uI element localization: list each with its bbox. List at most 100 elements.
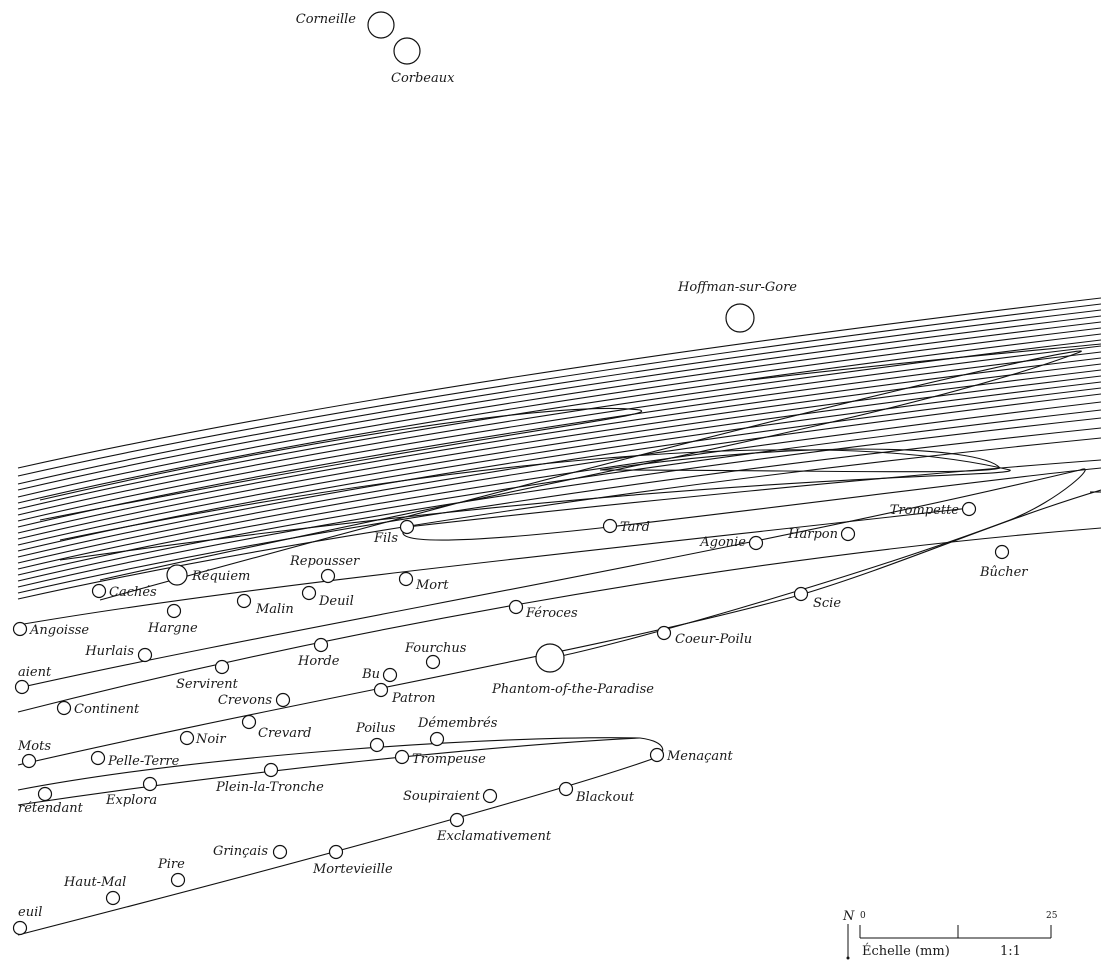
stop-label: Explora: [105, 793, 157, 808]
north-arrow-dot-icon: [846, 956, 850, 960]
stop-label: Harpon: [787, 527, 838, 542]
stop-label: Trompeuse: [412, 752, 486, 767]
route-line-angoisse-trompette: [17, 507, 971, 626]
stop-pire[interactable]: Pire: [157, 857, 185, 888]
stop-label: Mots: [17, 739, 51, 754]
stop-label: Malin: [255, 602, 294, 617]
stop-label: Hargne: [147, 621, 198, 636]
stop-mots[interactable]: Mots: [17, 739, 51, 769]
stop-label: Noir: [195, 732, 226, 747]
stop-label: Pelle-Terre: [107, 754, 180, 769]
stop-bu[interactable]: Bu: [361, 667, 398, 683]
stop-trompeuse[interactable]: Trompeuse: [394, 749, 487, 768]
stop-menacant[interactable]: Menaçant: [649, 747, 734, 765]
stop-blackout[interactable]: Blackout: [558, 781, 635, 806]
stop-label: Crevons: [218, 693, 272, 708]
stop-label: Pire: [157, 857, 185, 872]
stop-angoisse[interactable]: Angoisse: [12, 621, 90, 639]
stop-deuil[interactable]: Deuil: [301, 585, 354, 610]
stop-label: Servirent: [176, 677, 239, 692]
stop-noir[interactable]: Noir: [179, 730, 227, 748]
stop-label: Hoffman-sur-Gore: [677, 280, 797, 295]
scale-unit-label: Échelle (mm): [862, 943, 950, 959]
stop-crevons[interactable]: Crevons: [218, 692, 291, 708]
stop-label: Bu: [361, 667, 380, 682]
stop-tard[interactable]: Tard: [602, 518, 650, 536]
stop-label: Continent: [74, 702, 140, 717]
stop-malin[interactable]: Malin: [236, 593, 294, 618]
stop-label: Crevard: [258, 726, 312, 741]
stop-label: Fils: [373, 531, 398, 546]
stop-label: Fourchus: [404, 641, 467, 656]
stop-hurlais[interactable]: Hurlais: [84, 644, 153, 663]
stop-label: Soupiraient: [403, 789, 481, 804]
stop-label: Hurlais: [84, 644, 134, 659]
stop-requiem[interactable]: Réquiem: [166, 564, 250, 586]
stop-explora[interactable]: Explora: [105, 776, 158, 809]
stop-pelle-terre[interactable]: Pelle-Terre: [90, 750, 180, 770]
stop-corbeaux[interactable]: Corbeaux: [391, 37, 455, 86]
route-loop-fils-tard: [402, 459, 1101, 541]
stop-bucher[interactable]: Bûcher: [979, 544, 1028, 581]
route-loop-menacant: [17, 737, 664, 936]
stop-fourchus[interactable]: Fourchus: [404, 641, 467, 670]
stop-phantom-of-the-paradise[interactable]: Phantom-of-the-Paradise: [491, 643, 654, 697]
stop-label: Horde: [297, 654, 340, 669]
stop-label: Bûcher: [979, 565, 1028, 580]
stop-label: Angoisse: [29, 623, 89, 638]
route-line-mots-scie: [17, 489, 1101, 766]
stop-harpon[interactable]: Harpon: [787, 526, 856, 542]
stop-hargne[interactable]: Hargne: [147, 603, 198, 637]
scale-start-label: 0: [860, 911, 866, 921]
stop-scie[interactable]: Scie: [793, 586, 842, 612]
stop-label: Deuil: [318, 594, 354, 609]
stop-mort[interactable]: Mort: [398, 571, 450, 594]
stop-label: Corbeaux: [391, 71, 455, 86]
stop-mortevieille[interactable]: Mortevieille: [312, 844, 393, 878]
scale-end-label: 25: [1046, 911, 1058, 921]
stop-coeur-poilu[interactable]: Coeur-Poilu: [656, 625, 753, 648]
route-line-pretendant: [17, 737, 641, 806]
stop-label: Trompette: [890, 503, 960, 518]
stop-demembres[interactable]: Démembrés: [417, 716, 498, 747]
stop-soupiraient[interactable]: Soupiraient: [403, 788, 498, 804]
scale-ratio-label: 1:1: [1000, 944, 1021, 959]
stop-haut-mal[interactable]: Haut-Mal: [63, 875, 126, 906]
north-arrow-label: N: [842, 909, 855, 924]
stop-poilus[interactable]: Poilus: [355, 721, 396, 753]
stop-continent[interactable]: Continent: [56, 700, 140, 718]
stop-label: Exclamativement: [436, 829, 552, 844]
stop-plein-la-tronche[interactable]: Plein-la-Tronche: [215, 762, 324, 796]
stop-label: Phantom-of-the-Paradise: [491, 682, 654, 697]
stop-caches[interactable]: Cachés: [91, 583, 158, 601]
stop-crevard[interactable]: Crevard: [241, 714, 312, 742]
stop-label: Cachés: [109, 585, 157, 600]
stop-label: Mort: [415, 578, 449, 593]
stop-label: Scie: [813, 596, 841, 611]
stop-feroces[interactable]: Féroces: [508, 599, 579, 622]
stop-label: Démembrés: [417, 716, 498, 731]
stop-corneille[interactable]: Corneille: [296, 11, 395, 39]
stop-euil[interactable]: euil: [12, 905, 43, 936]
stop-label: Agonie: [699, 535, 746, 550]
stop-hoffman-sur-gore[interactable]: Hoffman-sur-Gore: [677, 280, 797, 333]
stop-label: rétendant: [18, 801, 84, 816]
stop-fils[interactable]: Fils: [373, 519, 415, 547]
stop-label: Féroces: [525, 606, 578, 621]
stop-patron[interactable]: Patron: [373, 682, 436, 707]
stop-pretendant[interactable]: rétendant: [18, 786, 84, 817]
stop-trompette[interactable]: Trompette: [890, 501, 977, 519]
stop-servirent[interactable]: Servirent: [176, 659, 239, 693]
stop-aient[interactable]: aient: [14, 665, 52, 695]
stop-label: euil: [18, 905, 42, 920]
stop-label: Mortevieille: [312, 862, 393, 877]
stop-label: Plein-la-Tronche: [215, 780, 324, 795]
stop-agonie[interactable]: Agonie: [699, 535, 764, 551]
stop-exclamativement[interactable]: Exclamativement: [436, 812, 552, 845]
stop-repousser[interactable]: Repousser: [289, 554, 360, 584]
stop-label: Grinçais: [213, 844, 268, 859]
stop-grincais[interactable]: Grinçais: [213, 844, 288, 860]
stop-label: Menaçant: [666, 749, 734, 764]
stop-horde[interactable]: Horde: [297, 637, 340, 670]
